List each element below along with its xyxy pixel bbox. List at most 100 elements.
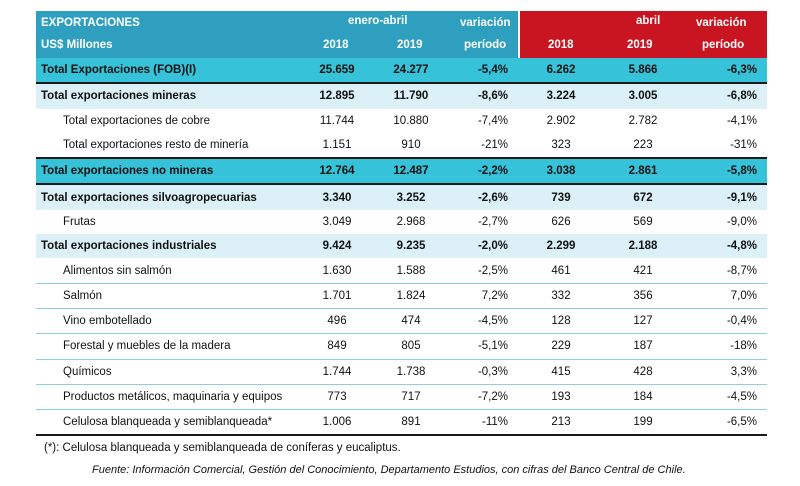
- row-label: Salmón: [36, 282, 299, 309]
- cell-variation-jan-apr: -5,1%: [447, 333, 518, 360]
- row-label: Químicos: [36, 358, 299, 385]
- cell-variation-jan-apr: -2,6%: [447, 184, 518, 210]
- cell-variation-april: -6,3%: [682, 58, 767, 85]
- table-row: Frutas 3.049 2.968 -2,7% 626 569 -9,0%: [36, 210, 767, 234]
- unit-label: US$ Millones: [41, 39, 113, 51]
- cell-variation-april: 7,0%: [682, 282, 767, 309]
- cell-2018-jan-apr: 849: [299, 333, 375, 360]
- cell-variation-jan-apr: -7,2%: [447, 383, 518, 410]
- cell-variation-april: -18%: [682, 333, 767, 360]
- header-left-band: EXPORTACIONES US$ Millones enero-abril 2…: [36, 11, 518, 58]
- cell-2018-april: 332: [518, 282, 604, 309]
- table-row: Vino embotellado 496 474 -4,5% 128 127 -…: [36, 307, 767, 334]
- cell-2018-jan-apr: 9.424: [299, 234, 375, 259]
- cell-2018-april: 229: [518, 333, 604, 360]
- year-2019-label-april: 2019: [627, 39, 653, 51]
- table-header: EXPORTACIONES US$ Millones enero-abril 2…: [36, 11, 767, 58]
- variation-label-line2: período: [464, 39, 507, 51]
- row-label: Total exportaciones no mineras: [36, 157, 299, 186]
- row-label: Total Exportaciones (FOB)(I): [36, 58, 299, 85]
- row-label: Total exportaciones industriales: [36, 234, 299, 259]
- cell-2018-april: 739: [518, 184, 604, 210]
- cell-2018-jan-apr: 25.659: [299, 58, 375, 85]
- cell-2019-jan-apr: 1.738: [375, 358, 447, 385]
- table-row: Celulosa blanqueada y semiblanqueada* 1.…: [36, 409, 767, 437]
- cell-variation-jan-apr: -11%: [447, 409, 518, 437]
- cell-variation-jan-apr: 7,2%: [447, 282, 518, 309]
- row-label: Celulosa blanqueada y semiblanqueada*: [36, 409, 299, 437]
- cell-2018-jan-apr: 12.764: [299, 157, 375, 186]
- cell-2018-april: 626: [551, 215, 571, 228]
- cell-variation-jan-apr: -4,5%: [447, 307, 518, 334]
- cell-variation-april: -4,1%: [726, 114, 757, 127]
- year-2018-label: 2018: [323, 39, 349, 51]
- cell-2019-jan-apr: 717: [375, 383, 447, 410]
- cell-2019-jan-apr: 11.790: [375, 83, 447, 109]
- exports-table: Total Exportaciones (FOB)(I) 25.659 24.2…: [36, 58, 767, 437]
- variation-label-april-line1: variación: [696, 17, 747, 29]
- table-title: EXPORTACIONES: [41, 17, 140, 29]
- row-label: Total exportaciones de cobre: [63, 114, 211, 127]
- year-2018-label-april: 2018: [548, 39, 574, 51]
- header-right-band: abril 2018 2019 variación período: [520, 11, 767, 58]
- cell-2018-jan-apr: 1.744: [299, 358, 375, 385]
- cell-2019-april: 2.861: [604, 157, 682, 186]
- cell-2018-april: 2.299: [518, 234, 604, 259]
- cell-variation-jan-apr: -7,4%: [477, 114, 508, 127]
- cell-2019-april: 356: [604, 282, 682, 309]
- cell-variation-jan-apr: -2,2%: [447, 157, 518, 186]
- cell-2018-april: 3.038: [518, 157, 604, 186]
- cell-variation-april: -0,4%: [682, 307, 767, 334]
- row-label: Productos metálicos, maquinaria y equipo…: [36, 383, 299, 410]
- cell-2019-april: 3.005: [604, 83, 682, 109]
- cell-variation-april: -6,5%: [682, 409, 767, 437]
- cell-variation-jan-apr: -21%: [481, 139, 508, 152]
- table-row: Productos metálicos, maquinaria y equipo…: [36, 383, 767, 410]
- cell-2019-jan-apr: 891: [375, 409, 447, 437]
- cell-2019-jan-apr: 24.277: [375, 58, 447, 85]
- cell-2018-jan-apr: 3.340: [299, 184, 375, 210]
- cell-variation-jan-apr: -8,6%: [447, 83, 518, 109]
- footnote: (*): Celulosa blanqueada y semiblanquead…: [44, 442, 401, 454]
- cell-variation-jan-apr: -2,7%: [477, 215, 508, 228]
- table-row: Total exportaciones no mineras 12.764 12…: [36, 157, 767, 186]
- cell-variation-april: -9,0%: [726, 215, 757, 228]
- cell-2018-jan-apr: 1.151: [322, 139, 352, 152]
- group-label-april: abril: [636, 15, 661, 27]
- row-label: Frutas: [63, 215, 96, 228]
- cell-variation-april: 3,3%: [682, 358, 767, 385]
- cell-2019-jan-apr: 12.487: [375, 157, 447, 186]
- variation-label-april-line2: período: [702, 39, 745, 51]
- cell-2019-april: 672: [604, 184, 682, 210]
- cell-2018-jan-apr: 3.049: [322, 215, 352, 228]
- cell-2019-april: 199: [604, 409, 682, 437]
- cell-variation-jan-apr: -2,0%: [447, 234, 518, 259]
- row-label: Vino embotellado: [36, 307, 299, 334]
- cell-2019-april: 127: [604, 307, 682, 334]
- cell-2019-april: 184: [604, 383, 682, 410]
- variation-label-line1: variación: [460, 17, 511, 29]
- cell-2019-april: 223: [633, 139, 653, 152]
- cell-2018-jan-apr: 496: [299, 307, 375, 334]
- cell-2018-april: 213: [518, 409, 604, 437]
- row-label: Alimentos sin salmón: [63, 264, 172, 277]
- cell-2019-jan-apr: 3.252: [375, 184, 447, 210]
- cell-2019-jan-apr: 910: [401, 139, 421, 152]
- cell-2018-jan-apr: 11.744: [319, 114, 355, 127]
- cell-2018-jan-apr: 1.006: [299, 409, 375, 437]
- cell-2019-jan-apr: 9.235: [375, 234, 447, 259]
- cell-2018-april: 461: [551, 264, 571, 277]
- cell-variation-jan-apr: -0,3%: [447, 358, 518, 385]
- cell-2019-april: 187: [604, 333, 682, 360]
- group-label-jan-apr: enero-abril: [348, 15, 408, 27]
- cell-2019-jan-apr: 474: [375, 307, 447, 334]
- year-2019-label: 2019: [397, 39, 423, 51]
- cell-2019-jan-apr: 2.968: [396, 215, 426, 228]
- table-row: Total exportaciones mineras 12.895 11.79…: [36, 83, 767, 109]
- cell-variation-april: -9,1%: [682, 184, 767, 210]
- table-row: Total Exportaciones (FOB)(I) 25.659 24.2…: [36, 58, 767, 85]
- cell-variation-april: -31%: [730, 139, 757, 152]
- cell-2018-april: 415: [518, 358, 604, 385]
- cell-2019-april: 5.866: [604, 58, 682, 85]
- row-label: Total exportaciones mineras: [36, 83, 299, 109]
